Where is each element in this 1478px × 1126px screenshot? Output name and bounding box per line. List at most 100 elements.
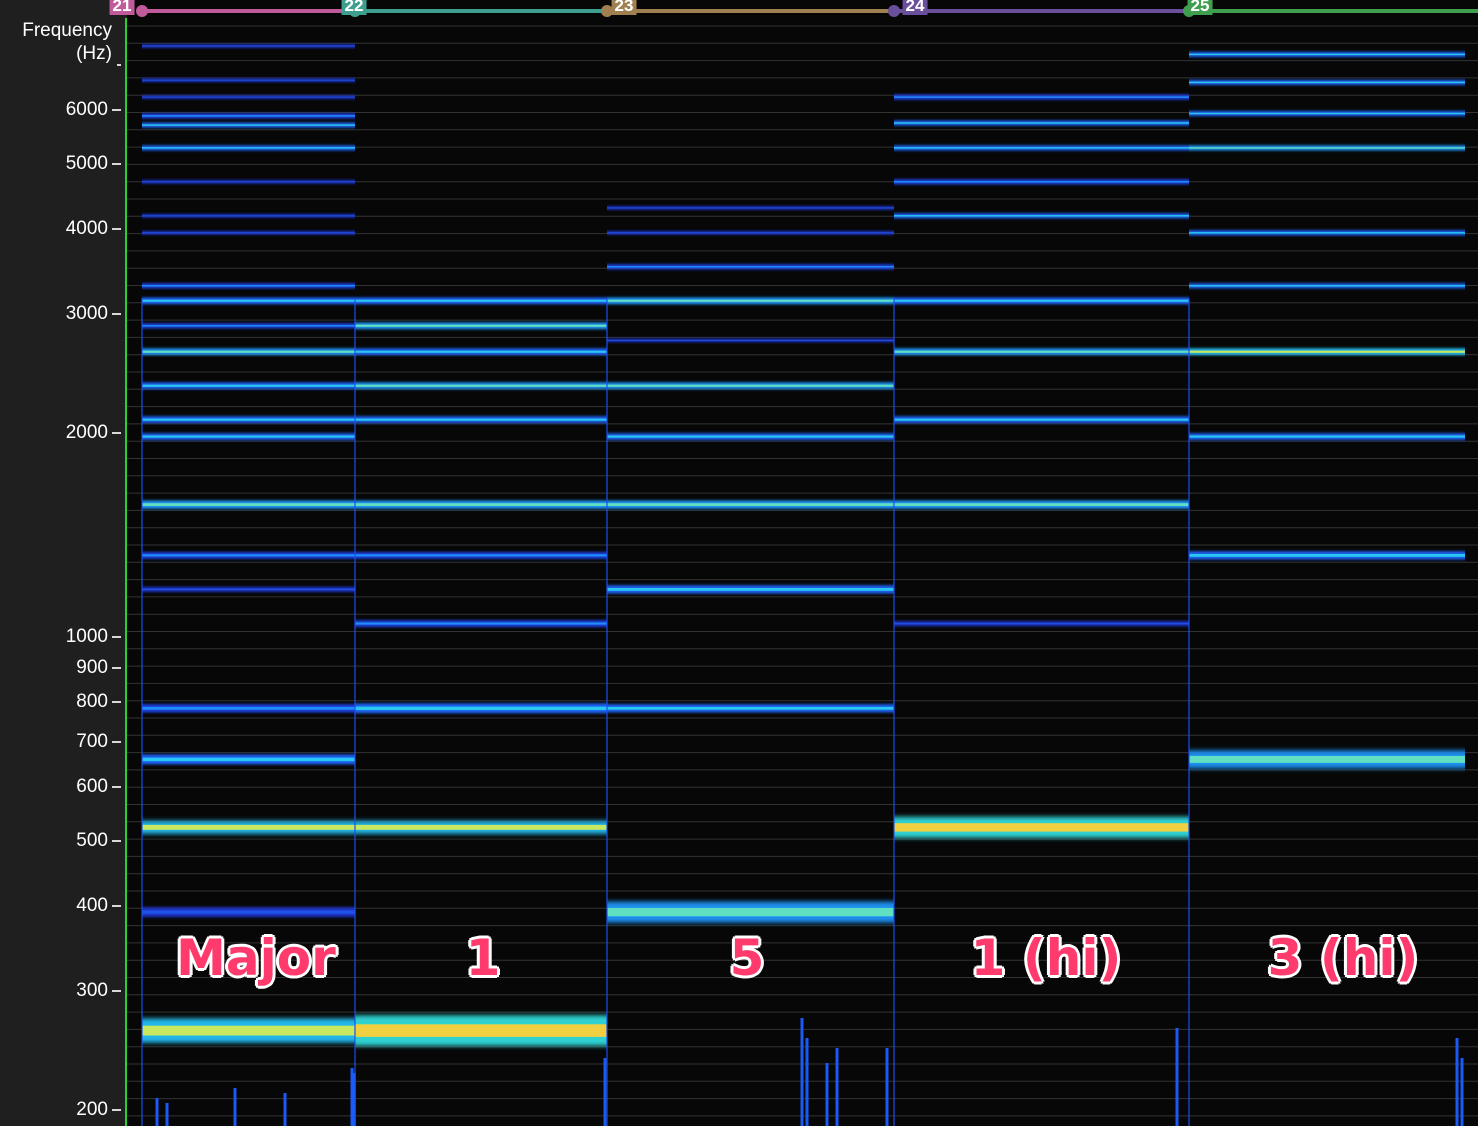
note-label-2: 5	[729, 929, 765, 987]
harmonic-band	[607, 384, 894, 387]
harmonic-band	[607, 503, 894, 506]
harmonic-band	[355, 503, 607, 506]
axis-title-line2: (Hz)	[76, 43, 112, 64]
tick-mark-2000	[112, 432, 121, 434]
tick-mark-800	[112, 701, 121, 704]
note-label-1: 1	[465, 929, 501, 987]
harmonic-band	[355, 1024, 607, 1037]
harmonic-band	[894, 418, 1189, 421]
harmonic-band	[142, 325, 355, 327]
harmonic-band	[1189, 435, 1465, 438]
harmonic-band	[142, 824, 355, 830]
harmonic-band	[142, 503, 355, 506]
tick-mark-900	[112, 666, 121, 669]
harmonic-band	[1189, 232, 1465, 234]
tick-mark-300	[112, 989, 121, 992]
harmonic-band	[607, 435, 894, 438]
marker-label-22[interactable]: 22	[341, 0, 367, 15]
tick-label-300: 300	[76, 979, 108, 1001]
tick-label-900: 900	[76, 656, 108, 678]
tick-label-5000: 5000	[65, 152, 108, 174]
axis-line	[125, 18, 127, 1126]
harmonic-band	[142, 181, 355, 183]
marker-label-24[interactable]: 24	[902, 0, 928, 15]
harmonic-band	[142, 1025, 355, 1036]
harmonic-band	[894, 823, 1189, 832]
harmonic-band	[894, 350, 1189, 353]
harmonic-band	[355, 299, 607, 302]
harmonic-bands	[141, 44, 1465, 1126]
harmonic-band	[1189, 81, 1465, 84]
harmonic-band	[894, 181, 1189, 183]
tick-mark-4000	[112, 228, 121, 231]
harmonic-band	[607, 299, 894, 302]
harmonic-band	[894, 622, 1189, 625]
harmonic-band	[142, 384, 355, 387]
harmonic-band	[142, 706, 355, 710]
harmonic-band	[142, 299, 355, 302]
tick-label-600: 600	[76, 775, 108, 797]
harmonic-band	[142, 910, 355, 914]
tick-label-500: 500	[76, 829, 108, 851]
tick-label-6000: 6000	[65, 99, 108, 120]
tick-mark-700	[112, 740, 121, 743]
harmonic-band	[607, 588, 894, 591]
harmonic-band	[1189, 285, 1465, 287]
harmonic-band	[894, 147, 1189, 149]
harmonic-band	[894, 96, 1189, 98]
tick-mark-top	[117, 64, 121, 66]
harmonic-band	[142, 45, 355, 47]
tick-mark-5000	[112, 162, 121, 165]
harmonic-band	[142, 757, 355, 762]
tick-label-4000: 4000	[65, 218, 108, 240]
note-label-3: 1 (hi)	[970, 929, 1122, 987]
marker-label-23[interactable]: 23	[611, 0, 637, 15]
harmonic-band	[894, 215, 1189, 217]
tick-mark-1000	[112, 635, 121, 638]
harmonic-band	[607, 706, 894, 710]
spectrogram-plot[interactable]	[127, 18, 1478, 1126]
axis-title-line1: Frequency	[22, 20, 112, 41]
harmonic-band	[142, 147, 355, 149]
tick-mark-600	[112, 785, 121, 788]
harmonic-band	[355, 706, 607, 711]
harmonic-band	[142, 79, 355, 81]
harmonic-band	[607, 907, 894, 917]
tick-mark-3000	[112, 312, 121, 315]
tick-label-2000: 2000	[65, 422, 108, 443]
marker-handle-24[interactable]	[888, 5, 900, 17]
harmonic-band	[142, 350, 355, 353]
harmonic-band	[355, 384, 607, 387]
harmonic-band	[142, 554, 355, 557]
harmonic-band	[1189, 350, 1465, 353]
harmonic-band	[142, 124, 355, 126]
harmonic-band	[1189, 112, 1465, 115]
tick-label-3000: 3000	[65, 302, 108, 324]
harmonic-band	[355, 324, 607, 327]
harmonic-band	[607, 207, 894, 209]
harmonic-band	[1189, 554, 1465, 557]
harmonic-band	[607, 266, 894, 268]
harmonic-band	[1189, 53, 1465, 56]
tick-mark-200	[112, 1109, 121, 1111]
tick-label-700: 700	[76, 730, 108, 752]
marker-label-21[interactable]: 21	[109, 0, 135, 15]
harmonic-band	[1189, 755, 1465, 763]
harmonic-band	[355, 622, 607, 625]
harmonic-band	[142, 96, 355, 98]
marker-handle-21[interactable]	[136, 5, 148, 17]
axis-title: Frequency (Hz)	[6, 19, 112, 65]
harmonic-band	[142, 418, 355, 421]
marker-label-25[interactable]: 25	[1187, 0, 1213, 15]
harmonic-band	[142, 435, 355, 438]
harmonic-band	[355, 824, 607, 830]
harmonic-band	[355, 554, 607, 557]
harmonic-band	[142, 215, 355, 217]
harmonic-band	[355, 350, 607, 353]
marker-handle-23[interactable]	[601, 5, 613, 17]
tick-label-1000: 1000	[65, 625, 108, 647]
harmonic-band	[894, 122, 1189, 124]
marker-track	[136, 5, 1478, 17]
marker-timeline: 21 22 23 24 25	[109, 0, 1478, 22]
tick-label-200: 200	[76, 1099, 108, 1120]
